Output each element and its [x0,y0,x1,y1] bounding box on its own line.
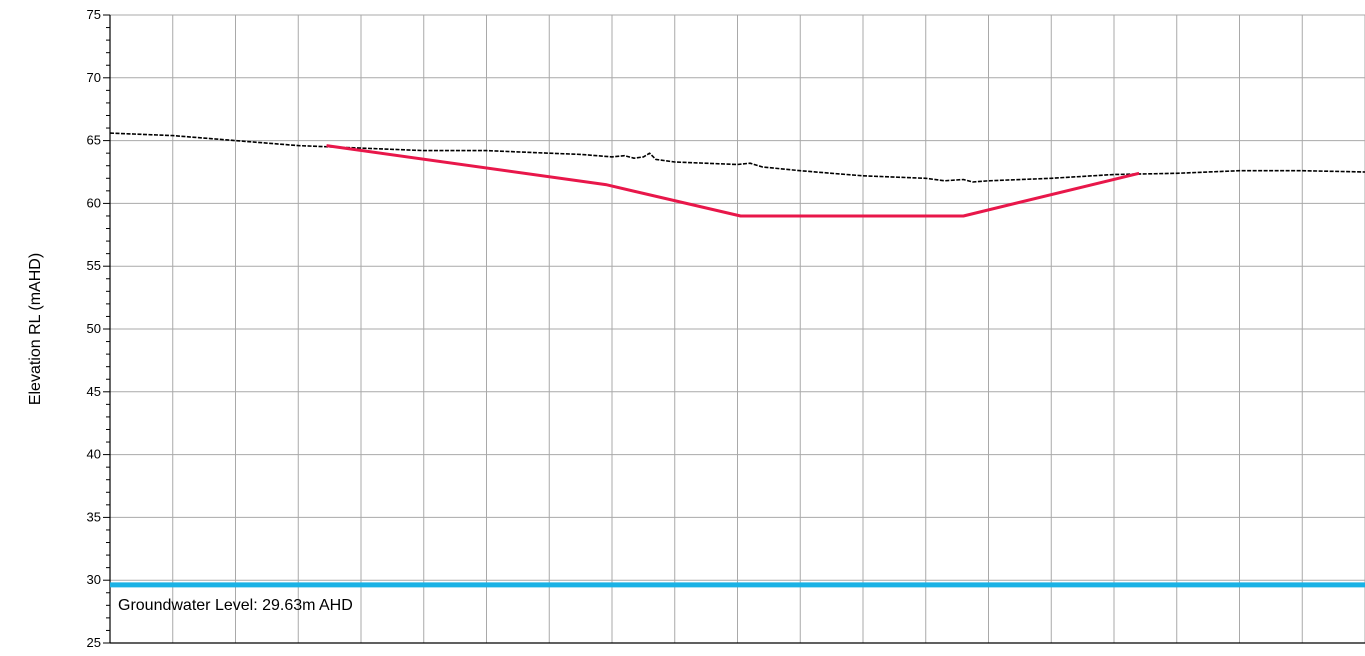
y-tick-label: 45 [87,384,101,399]
y-tick-label: 30 [87,572,101,587]
y-axis-title: Elevation RL (mAHD) [27,253,44,405]
y-tick-label: 70 [87,70,101,85]
groundwater-level-label: Groundwater Level: 29.63m AHD [118,597,353,614]
series-group [109,132,1365,218]
y-tick-label: 55 [87,258,101,273]
y-axis: 25 30 35 40 45 50 55 60 65 70 75 [87,7,1365,650]
y-tick-label: 65 [87,133,101,148]
grid-lines [110,14,1365,644]
excavation-profile-line [326,144,1140,218]
y-tick-label: 50 [87,321,101,336]
y-tick-label: 40 [87,447,101,462]
y-tick-label: 35 [87,509,101,524]
y-tick-label: 60 [87,195,101,210]
y-tick-label: 25 [87,635,101,650]
ground-surface-line [109,132,1365,183]
y-tick-label: 75 [87,7,101,22]
